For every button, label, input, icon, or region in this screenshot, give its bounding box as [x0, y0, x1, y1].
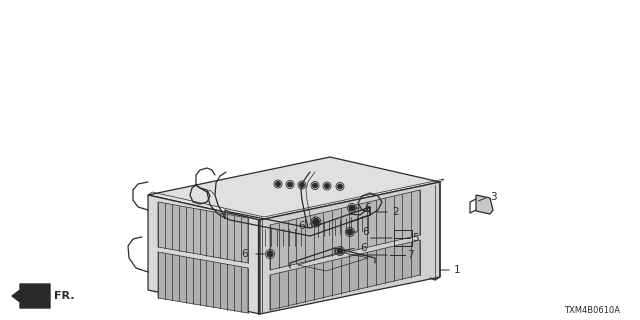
- Circle shape: [287, 182, 292, 187]
- Polygon shape: [310, 221, 372, 258]
- Circle shape: [275, 181, 280, 187]
- Text: FR.: FR.: [54, 291, 74, 301]
- Circle shape: [267, 251, 273, 257]
- Text: 6: 6: [241, 249, 248, 259]
- Polygon shape: [270, 240, 420, 310]
- Text: 6: 6: [362, 227, 369, 237]
- Polygon shape: [260, 182, 440, 314]
- Polygon shape: [258, 228, 310, 258]
- Text: TXM4B0610A: TXM4B0610A: [564, 306, 620, 315]
- Polygon shape: [476, 195, 493, 214]
- Polygon shape: [270, 190, 420, 270]
- Text: 2: 2: [392, 207, 399, 217]
- Polygon shape: [158, 202, 248, 263]
- Circle shape: [347, 229, 353, 235]
- Circle shape: [312, 183, 317, 188]
- Circle shape: [324, 183, 330, 188]
- Polygon shape: [148, 195, 260, 314]
- Text: 6: 6: [298, 221, 305, 231]
- Text: 7: 7: [407, 250, 413, 260]
- Text: 6: 6: [360, 243, 367, 253]
- Circle shape: [337, 248, 343, 254]
- Text: 1: 1: [454, 265, 461, 275]
- Polygon shape: [158, 252, 248, 313]
- Text: 6: 6: [364, 203, 371, 213]
- Circle shape: [349, 205, 355, 211]
- Circle shape: [300, 182, 305, 188]
- Polygon shape: [148, 157, 440, 220]
- Polygon shape: [258, 229, 372, 258]
- Circle shape: [337, 184, 342, 189]
- Text: 3: 3: [490, 192, 497, 202]
- Text: 5: 5: [412, 233, 419, 243]
- Polygon shape: [290, 253, 375, 278]
- Circle shape: [312, 219, 319, 226]
- Polygon shape: [12, 284, 50, 308]
